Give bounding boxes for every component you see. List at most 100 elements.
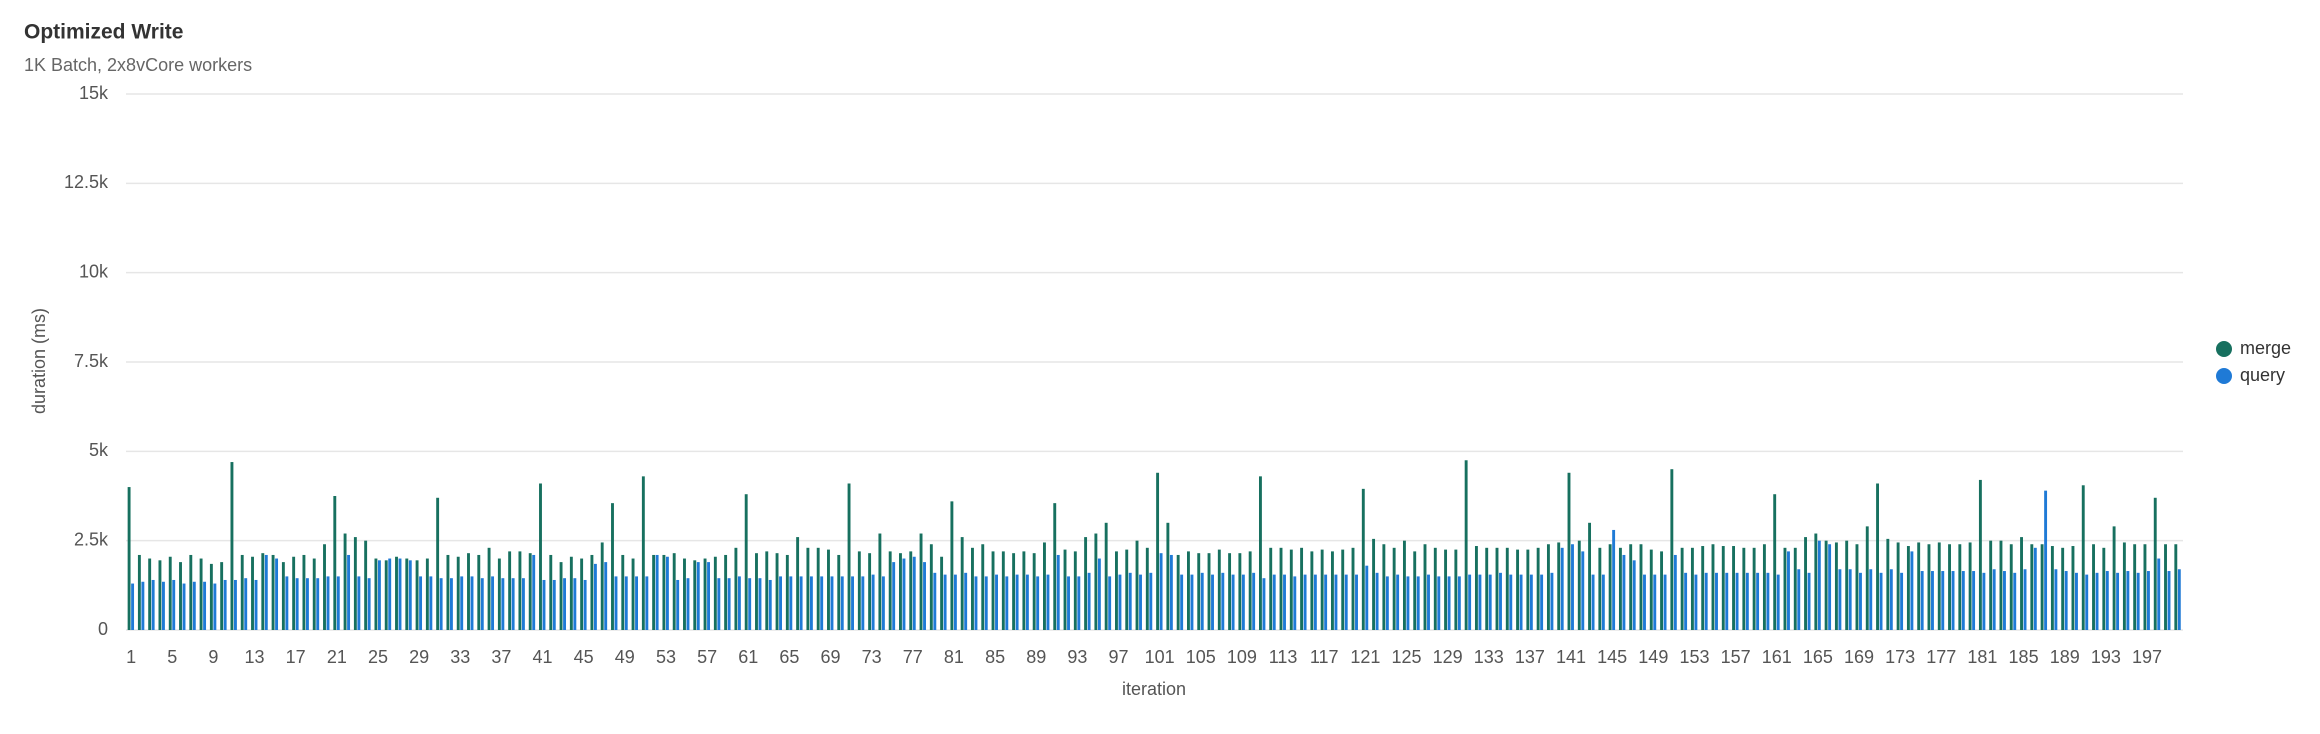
bar — [1598, 547, 1602, 630]
bar — [542, 579, 546, 630]
bar — [172, 579, 176, 630]
bar — [1999, 540, 2003, 630]
bar — [580, 558, 584, 630]
x-tick-label: 69 — [821, 647, 841, 667]
bar — [1087, 572, 1091, 630]
bar — [1310, 551, 1314, 630]
bar — [909, 551, 913, 630]
bar — [333, 496, 337, 630]
bar — [1468, 574, 1472, 630]
bar — [1258, 476, 1262, 630]
x-tick-label: 185 — [2009, 647, 2039, 667]
bar — [1968, 542, 1972, 630]
bar — [871, 574, 875, 630]
bar — [1992, 569, 1996, 630]
y-tick-label: 12.5k — [64, 172, 109, 192]
bar — [1540, 574, 1544, 630]
bar — [2116, 572, 2120, 630]
bar — [1128, 572, 1132, 630]
bar — [1509, 574, 1513, 630]
y-tick-label: 0 — [98, 619, 108, 639]
bar — [1269, 547, 1273, 630]
bar — [1166, 522, 1170, 630]
bar — [213, 583, 217, 630]
x-tick-label: 53 — [656, 647, 676, 667]
bar — [775, 553, 779, 630]
x-tick-label: 25 — [368, 647, 388, 667]
bar — [436, 497, 440, 630]
bar — [487, 547, 491, 630]
x-tick-label: 189 — [2050, 647, 2080, 667]
bar — [552, 579, 556, 630]
bar — [343, 533, 347, 630]
bar — [995, 574, 998, 630]
x-tick-label: 13 — [245, 647, 265, 667]
bar — [2013, 572, 2017, 630]
bar — [1478, 574, 1482, 630]
bar — [631, 558, 635, 630]
bar — [1488, 574, 1492, 630]
bar — [1485, 547, 1489, 630]
bar — [1457, 576, 1461, 630]
bar — [569, 556, 573, 630]
bar — [1920, 571, 1924, 630]
bar — [1413, 551, 1417, 630]
bar — [693, 560, 697, 630]
bar — [604, 562, 608, 630]
bar — [1447, 576, 1451, 630]
bar — [1248, 551, 1252, 630]
bar — [1392, 547, 1396, 630]
bar — [785, 554, 789, 630]
y-tick-label: 7.5k — [74, 351, 109, 371]
bar — [1560, 547, 1564, 630]
bar — [796, 537, 800, 630]
bar — [1084, 537, 1088, 630]
bar — [1015, 574, 1019, 630]
bar — [1961, 571, 1965, 630]
bar — [1474, 546, 1478, 630]
bar — [1241, 574, 1245, 630]
bar — [703, 558, 707, 630]
bar — [1787, 551, 1790, 630]
bar — [158, 560, 162, 630]
bar — [151, 579, 155, 630]
bar — [1756, 572, 1760, 630]
bar — [2085, 574, 2089, 630]
bar — [809, 576, 813, 630]
bar — [1056, 554, 1060, 630]
bar — [244, 578, 248, 630]
bar — [583, 579, 587, 630]
bar — [2020, 537, 2023, 630]
bar — [2075, 572, 2078, 630]
bar — [1375, 572, 1379, 630]
bar — [497, 558, 501, 630]
bar — [233, 579, 237, 630]
bar — [737, 576, 741, 630]
bar — [398, 558, 402, 630]
bar — [2143, 544, 2147, 630]
legend-marker — [2216, 368, 2232, 384]
bar — [1859, 572, 1862, 630]
x-tick-label: 73 — [862, 647, 882, 667]
x-tick-label: 109 — [1227, 647, 1257, 667]
bar — [1324, 574, 1328, 630]
bar — [912, 556, 916, 630]
bar — [2003, 571, 2006, 630]
bar — [899, 553, 902, 630]
bar — [2105, 571, 2109, 630]
x-tick-label: 113 — [1269, 647, 1298, 667]
bar — [1022, 551, 1026, 630]
bar — [943, 574, 947, 630]
bar — [1180, 574, 1184, 630]
y-tick-label: 10k — [79, 261, 109, 281]
bar — [683, 558, 686, 630]
bar — [600, 542, 604, 630]
x-tick-label: 101 — [1145, 647, 1175, 667]
x-tick-label: 81 — [944, 647, 964, 667]
bar — [1385, 576, 1389, 630]
bar — [820, 576, 824, 630]
x-tick-label: 157 — [1721, 647, 1751, 667]
bar — [1293, 576, 1297, 630]
bar — [1783, 547, 1787, 630]
bar — [1684, 572, 1688, 630]
